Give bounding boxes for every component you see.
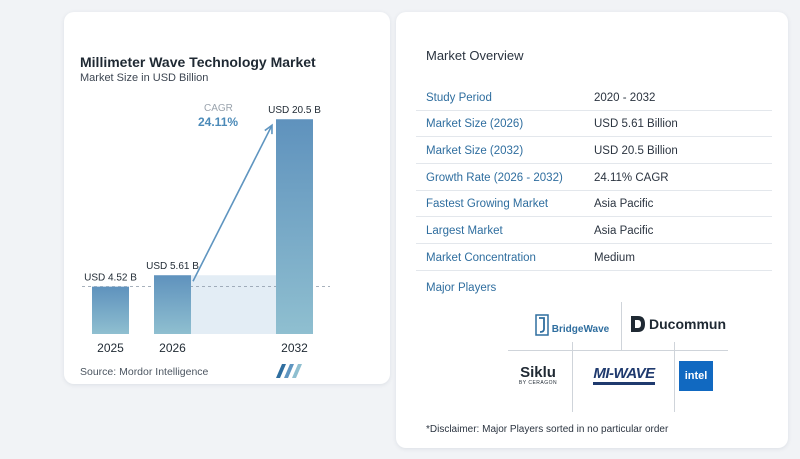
data-label-2026: USD 5.61 B	[146, 261, 199, 272]
overview-row: Market Size (2026) USD 5.61 Billion	[416, 111, 772, 137]
siklu-logo: Siklu BY CERAGON	[508, 356, 568, 396]
overview-row-label: Largest Market	[426, 225, 503, 237]
tick-label-2026: 2026	[159, 341, 186, 355]
data-label-2025: USD 4.52 B	[84, 273, 137, 284]
mordor-logo-icon	[276, 364, 302, 378]
bridgewave-mark-icon	[535, 314, 549, 336]
cagr-arrow-head	[264, 123, 273, 135]
bar-chart: USD 4.52 B 2025 USD 5.61 B 2026 USD 20.5 B 20…	[82, 105, 330, 355]
overview-row: Largest Market Asia Pacific	[416, 218, 772, 244]
overview-row-value: 2020 - 2032	[594, 92, 656, 104]
overview-row: Study Period 2020 - 2032	[416, 85, 772, 111]
cagr-label: CAGR	[204, 103, 233, 114]
overview-row-value: Asia Pacific	[594, 225, 654, 237]
intel-logo: intel	[678, 360, 714, 392]
overview-row-label: Fastest Growing Market	[426, 198, 549, 210]
bar-2032	[276, 119, 313, 334]
ducommun-mark-icon	[631, 316, 645, 332]
growth-band	[191, 275, 276, 334]
overview-card: Market Overview Study Period 2020 - 2032…	[396, 12, 788, 448]
overview-row: Growth Rate (2026 - 2032) 24.11% CAGR	[416, 165, 772, 191]
divider	[508, 350, 728, 351]
bar-2026	[154, 275, 191, 334]
tick-label-2032: 2032	[281, 341, 308, 355]
disclaimer: *Disclaimer: Major Players sorted in no …	[426, 424, 669, 435]
cagr-arrow	[192, 124, 273, 282]
data-label-2032: USD 20.5 B	[268, 105, 321, 116]
overview-row: Market Size (2032) USD 20.5 Billion	[416, 138, 772, 164]
siklu-subtitle: BY CERAGON	[518, 380, 558, 386]
overview-row-value: USD 5.61 Billion	[594, 118, 678, 130]
overview-row-value: Asia Pacific	[594, 198, 654, 210]
overview-row-value: USD 20.5 Billion	[594, 145, 678, 157]
major-players-title: Major Players	[426, 282, 497, 294]
chart-card: USD 4.52 B 2025 USD 5.61 B 2026 USD 20.5 B 20…	[64, 12, 390, 384]
source-note: Source: Mordor Intelligence	[80, 366, 209, 378]
intel-name: intel	[679, 361, 713, 391]
overview-row-value: Medium	[594, 252, 635, 264]
chart-title: Millimeter Wave Technology Market	[80, 54, 316, 70]
tick-label-2025: 2025	[97, 341, 124, 355]
overview-row-label: Market Concentration	[426, 252, 536, 264]
overview-row: Fastest Growing Market Asia Pacific	[416, 191, 772, 217]
overview-row-value: 24.11% CAGR	[594, 172, 669, 184]
chart-subtitle: Market Size in USD Billion	[80, 72, 209, 84]
divider	[674, 342, 675, 412]
overview-row-label: Market Size (2026)	[426, 118, 524, 130]
divider	[621, 302, 622, 350]
overview-row: Market Concentration Medium	[416, 245, 772, 271]
bar-2025	[92, 286, 129, 334]
ducommun-logo: Ducommun	[626, 310, 730, 338]
overview-row-label: Growth Rate (2026 - 2032)	[426, 172, 563, 184]
overview-row-label: Study Period	[426, 92, 492, 104]
overview-row-label: Market Size (2032)	[426, 145, 524, 157]
miwave-name: MI-WAVE	[593, 365, 655, 385]
bridgewave-logo: BridgeWave	[532, 307, 612, 343]
overview-title: Market Overview	[426, 48, 524, 63]
miwave-logo: MI-WAVE	[578, 358, 670, 392]
divider	[572, 342, 573, 412]
siklu-name: Siklu	[520, 364, 556, 381]
bridgewave-name: BridgeWave	[551, 323, 610, 335]
cagr-value: 24.11%	[198, 115, 239, 129]
ducommun-name: Ducommun	[649, 316, 726, 332]
